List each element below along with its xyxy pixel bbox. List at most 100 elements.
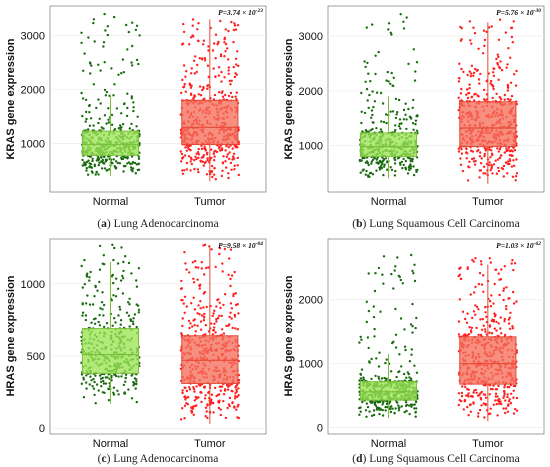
data-point xyxy=(112,158,115,161)
data-point xyxy=(402,372,406,376)
data-point xyxy=(475,391,478,394)
data-point xyxy=(500,154,503,157)
data-point xyxy=(494,399,497,402)
panel-caption: (b) Lung Squamous Cell Carcinoma xyxy=(352,218,519,230)
data-point xyxy=(88,276,91,279)
data-point xyxy=(207,45,210,48)
data-point xyxy=(478,408,482,412)
data-point xyxy=(473,32,477,35)
data-point xyxy=(228,384,231,387)
y-tick-label: 1000 xyxy=(21,279,45,291)
y-tick-label: 2000 xyxy=(299,295,323,307)
data-point xyxy=(181,391,184,395)
data-point xyxy=(131,64,134,67)
data-point xyxy=(392,340,395,343)
data-point xyxy=(93,322,97,325)
data-point xyxy=(221,95,225,98)
data-point xyxy=(463,398,467,402)
data-point xyxy=(362,168,365,171)
data-point xyxy=(469,75,472,78)
data-point xyxy=(470,95,474,99)
data-point xyxy=(493,67,496,71)
data-point xyxy=(136,168,139,172)
data-point xyxy=(234,327,237,330)
data-point xyxy=(378,166,381,169)
data-point xyxy=(183,295,187,298)
data-point xyxy=(213,326,216,329)
data-point xyxy=(232,152,236,155)
data-point xyxy=(473,93,476,96)
data-point xyxy=(219,385,222,388)
data-point xyxy=(205,305,208,309)
data-point xyxy=(127,161,131,164)
data-point xyxy=(367,272,370,275)
data-point xyxy=(506,172,509,175)
data-point xyxy=(363,60,366,63)
data-point xyxy=(483,328,487,331)
x-tick-label-normal: Normal xyxy=(371,438,406,450)
data-point xyxy=(489,305,493,308)
data-point xyxy=(498,66,502,70)
data-point xyxy=(506,89,509,92)
data-point xyxy=(83,52,86,55)
data-point xyxy=(468,87,471,90)
data-point xyxy=(490,294,493,297)
data-point xyxy=(204,415,207,418)
box-iqr xyxy=(359,132,418,157)
data-point xyxy=(86,294,89,297)
data-point xyxy=(189,149,192,152)
data-point xyxy=(97,155,100,159)
data-point xyxy=(126,106,129,110)
data-point xyxy=(465,157,468,160)
data-point xyxy=(180,43,184,46)
data-point xyxy=(181,299,184,302)
data-point xyxy=(393,269,396,272)
data-point xyxy=(394,128,397,132)
data-point xyxy=(182,86,185,89)
data-point xyxy=(506,63,509,66)
data-point xyxy=(100,126,104,129)
data-point xyxy=(492,403,495,406)
data-point xyxy=(365,320,368,324)
data-point xyxy=(510,94,514,98)
data-point xyxy=(460,391,464,395)
data-point xyxy=(205,410,208,413)
data-point xyxy=(120,156,123,159)
data-point xyxy=(414,415,417,418)
data-point xyxy=(224,416,228,420)
data-point xyxy=(225,324,228,328)
data-point xyxy=(116,161,120,165)
data-point xyxy=(129,162,132,166)
data-point xyxy=(102,325,106,329)
y-axis-label: HRAS gene expression xyxy=(5,275,17,396)
data-point xyxy=(135,400,138,404)
data-point xyxy=(398,406,401,409)
data-point xyxy=(234,395,237,398)
data-point xyxy=(505,305,508,308)
data-point xyxy=(505,147,508,150)
data-point xyxy=(377,365,381,368)
data-point xyxy=(231,158,234,161)
data-point xyxy=(135,279,138,282)
data-point xyxy=(464,151,468,154)
data-point xyxy=(111,324,114,327)
data-point xyxy=(382,282,385,285)
data-point xyxy=(81,164,85,167)
data-point xyxy=(481,52,485,55)
data-point xyxy=(370,414,374,417)
data-point xyxy=(136,115,139,119)
data-point xyxy=(126,92,129,95)
panel-caption: (a) Lung Adenocarcinoma xyxy=(97,218,218,230)
data-point xyxy=(229,248,233,251)
data-point xyxy=(466,405,469,409)
p-value-exponent: -04 xyxy=(256,241,264,247)
data-point xyxy=(476,150,479,153)
data-point xyxy=(464,333,467,336)
data-point xyxy=(493,315,497,318)
data-point xyxy=(414,70,417,73)
data-point xyxy=(213,155,216,158)
data-point xyxy=(183,395,187,398)
data-point xyxy=(235,408,238,411)
data-point xyxy=(230,307,234,310)
data-point xyxy=(389,370,393,373)
